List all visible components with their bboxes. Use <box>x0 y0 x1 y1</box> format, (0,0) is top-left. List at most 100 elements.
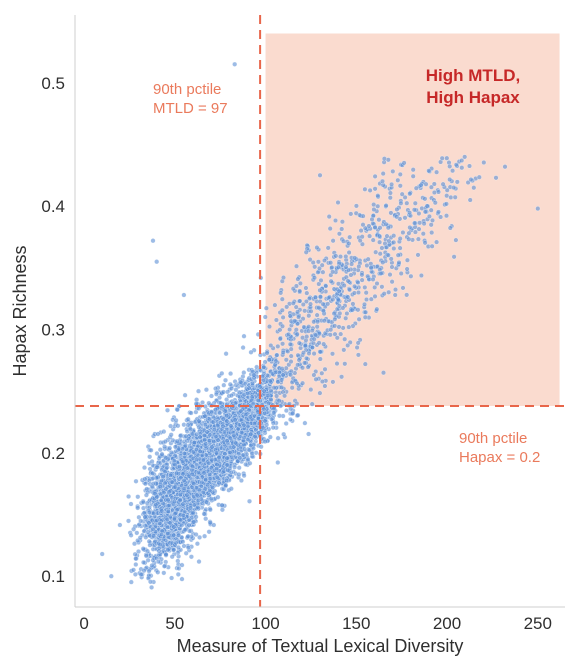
scatter-point <box>426 168 432 174</box>
scatter-point <box>229 385 234 391</box>
scatter-point <box>253 450 259 456</box>
scatter-point <box>209 444 215 450</box>
scatter-point <box>153 502 159 508</box>
scatter-point <box>391 233 397 239</box>
scatter-point <box>150 470 156 476</box>
scatter-point <box>167 520 173 526</box>
scatter-point <box>164 516 170 522</box>
scatter-point <box>407 225 413 230</box>
scatter-point <box>287 327 293 332</box>
scatter-point <box>387 272 393 278</box>
scatter-point <box>440 181 446 187</box>
scatter-point <box>137 535 143 541</box>
scatter-point <box>245 390 251 396</box>
scatter-point <box>393 287 398 293</box>
scatter-point <box>332 316 338 322</box>
scatter-point <box>209 393 214 399</box>
scatter-point <box>275 435 281 441</box>
scatter-point <box>356 290 361 295</box>
scatter-point <box>293 283 299 289</box>
scatter-point <box>172 484 178 490</box>
scatter-point <box>447 225 453 231</box>
scatter-point <box>237 455 243 461</box>
scatter-point <box>381 156 387 162</box>
scatter-point <box>214 450 220 456</box>
scatter-point <box>236 472 242 477</box>
scatter-point <box>146 568 152 574</box>
scatter-point <box>322 366 328 372</box>
scatter-point <box>214 474 220 480</box>
scatter-point <box>177 492 183 498</box>
scatter-point <box>322 383 328 389</box>
scatter-point <box>367 187 373 193</box>
scatter-point <box>245 457 251 462</box>
scatter-point <box>319 370 325 376</box>
scatter-point <box>311 372 317 378</box>
scatter-point <box>268 343 274 348</box>
scatter-point <box>274 352 280 358</box>
scatter-point <box>172 511 178 517</box>
scatter-point <box>290 410 296 416</box>
scatter-point <box>236 451 242 457</box>
scatter-point <box>136 549 141 554</box>
scatter-point <box>337 310 343 316</box>
scatter-point <box>220 423 226 429</box>
scatter-point <box>397 183 403 189</box>
scatter-point <box>117 522 123 528</box>
scatter-point <box>266 400 272 406</box>
scatter-point <box>448 194 454 200</box>
scatter-point <box>326 318 331 324</box>
scatter-point <box>261 388 267 394</box>
scatter-point <box>304 334 310 340</box>
scatter-point <box>362 301 367 307</box>
scatter-point <box>178 433 183 439</box>
scatter-point <box>227 435 233 441</box>
scatter-point <box>224 397 230 403</box>
scatter-point <box>280 314 286 320</box>
scatter-point <box>240 452 246 458</box>
scatter-point <box>215 437 221 443</box>
points-layer <box>99 61 541 590</box>
scatter-point <box>207 520 213 526</box>
scatter-point <box>368 264 374 270</box>
scatter-point <box>407 191 413 197</box>
scatter-point <box>265 393 271 399</box>
scatter-point <box>138 572 144 577</box>
scatter-point <box>279 384 285 390</box>
scatter-point <box>202 533 208 539</box>
scatter-point <box>346 324 352 330</box>
scatter-point <box>412 229 418 235</box>
scatter-point <box>377 225 383 231</box>
scatter-point <box>201 511 207 517</box>
scatter-point <box>320 269 326 275</box>
scatter-point <box>238 478 244 483</box>
scatter-point <box>424 203 430 209</box>
scatter-point <box>164 465 170 471</box>
scatter-point <box>443 201 449 207</box>
scatter-point <box>202 422 208 428</box>
scatter-point <box>415 252 421 258</box>
scatter-point <box>339 226 345 232</box>
scatter-point <box>407 210 413 216</box>
scatter-point <box>459 165 465 171</box>
scatter-point <box>397 171 403 177</box>
threshold-layer <box>75 15 565 607</box>
scatter-point <box>150 526 156 532</box>
scatter-point <box>468 177 474 183</box>
scatter-point <box>373 249 379 255</box>
scatter-point <box>303 299 309 304</box>
scatter-point <box>328 327 334 333</box>
scatter-point <box>377 239 383 245</box>
scatter-point <box>346 250 352 255</box>
scatter-point <box>392 292 398 298</box>
scatter-point <box>255 397 261 403</box>
scatter-point <box>281 431 287 437</box>
scatter-point <box>372 293 378 299</box>
scatter-point <box>172 462 178 468</box>
scatter-point <box>196 470 201 475</box>
scatter-point <box>330 379 336 385</box>
scatter-point <box>256 416 261 422</box>
scatter-point <box>243 461 249 467</box>
scatter-point <box>436 189 441 195</box>
scatter-point <box>149 459 155 464</box>
